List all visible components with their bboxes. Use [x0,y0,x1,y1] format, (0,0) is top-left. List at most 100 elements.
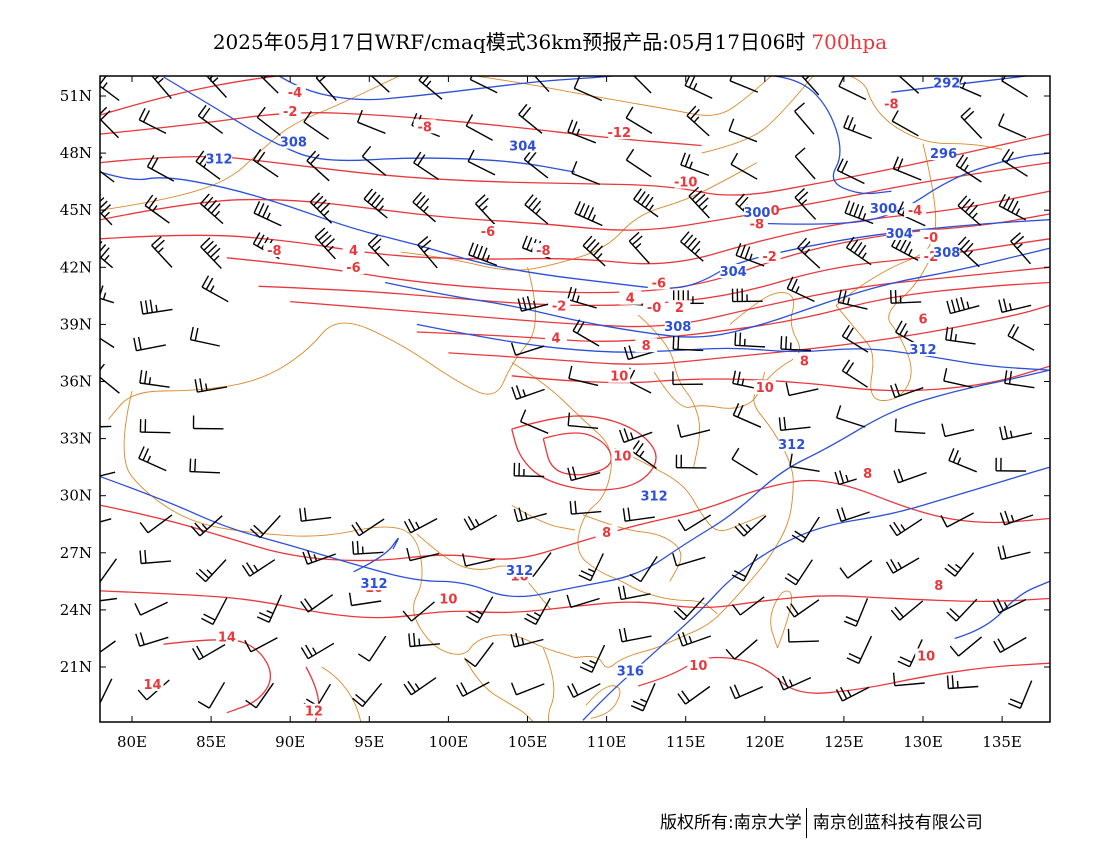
wind-barb [999,510,1034,526]
wind-barb [408,633,440,648]
wind-barb [843,598,869,627]
wind-barb [1007,323,1035,351]
wind-barb [518,103,543,134]
temperature-contour [448,304,1050,365]
temperature-label: -8 [267,244,281,259]
wind-barb [100,323,115,349]
temperature-label-bg [548,298,571,313]
temperature-label-bg [611,448,634,463]
height-label: 304 [720,265,747,280]
temperature-labels: -4-2-8-12-10-8-10-8-4-0-2-2-64-8-6-8-64-… [141,85,950,720]
wind-barb [194,378,228,393]
wind-barb [623,345,658,361]
temperature-label-bg [279,104,302,119]
wind-barb [406,547,440,562]
wind-barb [785,382,819,397]
temperature-label-bg [619,290,642,305]
wind-barb [998,193,1027,221]
wind-barb [519,409,549,434]
longitude-axis: 80E 85E 90E 95E 100E 105E 110E 115E 120E 125E 130E… [117,733,1022,751]
border-line [416,533,552,611]
temperature-label: 12 [305,705,323,720]
wind-barb [1004,370,1035,389]
wind-barb [841,324,869,353]
temperature-contours [100,76,1050,722]
lon-label: 85E [196,733,226,751]
wind-barb [189,458,221,474]
wind-barb [672,553,706,567]
wind-barb [1001,148,1028,177]
temperature-label: 10 [613,450,631,465]
lat-label: 33N [60,430,92,448]
wind-barb [578,553,604,582]
axis-ticks [100,76,1050,722]
wind-barb [946,675,979,690]
height-contour [100,369,1050,598]
height-contour [100,171,1050,289]
wind-barb [777,675,812,691]
wind-barb [252,148,279,178]
footer-divider [805,808,807,838]
wind-barb [672,336,704,352]
wind-barb [140,299,173,315]
wind-barb [837,289,868,310]
temperature-label: -0 [924,231,938,246]
wind-barb [1008,680,1033,709]
wind-barb [303,111,329,140]
wind-barb [835,405,866,428]
border-line [585,685,621,719]
temperature-label-bg [342,260,365,275]
wind-barb [100,193,113,226]
wind-barb [677,685,711,705]
wind-barb [730,152,758,180]
wind-barb [464,642,494,668]
temperature-label: -10 [674,176,698,191]
wind-barb [100,240,114,269]
wind-barb [511,385,545,400]
height-label-bg [280,134,307,149]
wind-barb [843,115,872,140]
temperature-label-bg [263,243,286,258]
temperature-contour [100,161,1050,231]
height-label: 300 [743,206,770,221]
temperature-label: -8 [750,217,764,232]
wind-barb [567,466,601,482]
lon-label: 90E [275,733,305,751]
wind-barb [1001,76,1028,98]
temperature-label-bg [215,629,238,644]
lon-label: 120E [745,733,785,751]
height-label: 308 [664,320,691,335]
temperature-label: 10 [917,649,935,664]
wind-barb [787,628,819,643]
temperature-label-bg [856,465,879,480]
wind-barb [513,462,545,478]
wind-barb [144,194,170,224]
temperature-label-bg [635,338,658,353]
height-label-bg [361,576,388,591]
lat-label: 45N [60,201,92,219]
temperature-label: -12 [608,126,632,141]
height-label: 308 [933,246,960,261]
wind-barb [363,188,388,219]
wind-barb [885,557,920,574]
lon-label: 100E [429,733,469,751]
wind-barb [571,160,601,186]
wind-barb [352,682,383,708]
wind-barb [510,342,545,356]
height-label: 312 [778,438,805,453]
temperature-contour [100,133,1050,196]
border-line [582,514,682,582]
temperature-label: -8 [417,120,431,135]
temperature-label: 4 [626,292,635,307]
temperature-label-bg [687,658,710,672]
wind-barb [195,559,227,583]
wind-barb [456,681,490,697]
height-label: 316 [617,665,644,680]
height-label-bg [617,663,644,678]
wind-barb [677,631,712,647]
wind-barb [1010,232,1032,265]
wind-barb [100,285,115,304]
wind-barb [197,104,224,134]
wind-barb [680,152,710,177]
wind-barb [356,109,386,134]
